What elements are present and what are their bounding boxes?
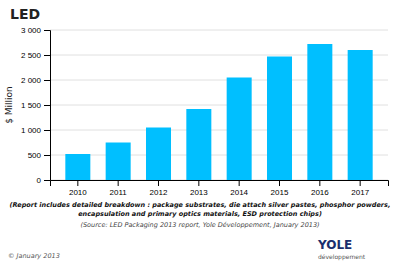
annotation: YOLE: [317, 238, 352, 252]
annotation: © January 2013: [8, 252, 60, 260]
axis-label: $ Million: [4, 86, 14, 124]
tick: 1 500: [21, 101, 50, 110]
tick-mark: [44, 130, 50, 131]
grid-line: [50, 55, 388, 56]
tick-mark: [44, 105, 50, 106]
tick-label: 2014: [230, 188, 248, 197]
tick: 500: [28, 151, 50, 160]
tick-label: 2010: [69, 188, 87, 197]
tick-label: 2 500: [21, 51, 42, 60]
tick-mark: [198, 180, 199, 186]
tick-label: 0: [37, 176, 42, 185]
tick-label: 2 000: [21, 76, 42, 85]
tick-mark: [44, 80, 50, 81]
chart: LED 0 500 1 000 1 500 2 000 2 500 3 000 2010 2011…: [0, 0, 400, 266]
tick-mark: [158, 180, 159, 186]
bar: [65, 154, 90, 180]
tick-mark: [239, 180, 240, 186]
x-axis: 2010 2011 2012 2013 2014 2015 2016 2017: [51, 180, 389, 197]
tick: 2010: [69, 180, 87, 197]
tick-label: 2017: [351, 188, 369, 197]
bar: [186, 109, 211, 180]
tick-mark: [44, 30, 50, 31]
grid-line: [50, 30, 388, 31]
annotation: développement: [318, 253, 366, 261]
tick: 2011: [110, 180, 128, 197]
tick-mark: [44, 155, 50, 156]
bar: [307, 44, 332, 180]
tick: 2016: [311, 180, 329, 197]
tick-mark: [118, 180, 119, 186]
tick-label: 500: [28, 151, 42, 160]
tick: 2 500: [21, 51, 50, 60]
axis-line: [44, 31, 51, 181]
axis-line: [51, 181, 389, 187]
tick: 0: [37, 176, 50, 185]
tick-label: 2012: [150, 188, 168, 197]
tick-mark: [279, 180, 280, 186]
tick-label: 1 000: [21, 126, 42, 135]
tick: 1 000: [21, 126, 50, 135]
tick-label: 2016: [311, 188, 329, 197]
grid-line: [50, 105, 388, 106]
tick: 2017: [351, 180, 369, 197]
tick: 3 000: [21, 26, 50, 35]
grid-line: [50, 155, 388, 156]
grid-line: [50, 130, 388, 131]
tick-label: 2011: [110, 188, 128, 197]
tick: 2012: [150, 180, 168, 197]
tick-mark: [44, 55, 50, 56]
annotation: encapsulation and primary optics materia…: [78, 210, 322, 218]
tick-mark: [319, 180, 320, 186]
bar: [267, 57, 292, 181]
tick-mark: [360, 180, 361, 186]
tick-label: 2015: [271, 188, 289, 197]
bar: [348, 50, 373, 180]
tick-mark: [44, 180, 50, 181]
grid: [50, 30, 388, 180]
tick: 2 000: [21, 76, 50, 85]
annotation: (Report includes detailed breakdown : pa…: [10, 201, 391, 209]
tick: 2014: [230, 180, 248, 197]
bar: [146, 128, 171, 181]
tick: 2015: [271, 180, 289, 197]
y-axis: 0 500 1 000 1 500 2 000 2 500 3 000: [21, 26, 51, 185]
tick-mark: [77, 180, 78, 186]
annotation: (Source: LED Packaging 2013 report, Yole…: [80, 221, 319, 229]
grid-line: [50, 80, 388, 81]
tick-label: 3 000: [21, 26, 42, 35]
tick-label: 1 500: [21, 101, 42, 110]
title: LED: [10, 6, 40, 22]
bar: [227, 78, 252, 181]
bars: [65, 44, 372, 180]
bar: [106, 143, 131, 181]
tick: 2013: [190, 180, 208, 197]
tick-label: 2013: [190, 188, 208, 197]
